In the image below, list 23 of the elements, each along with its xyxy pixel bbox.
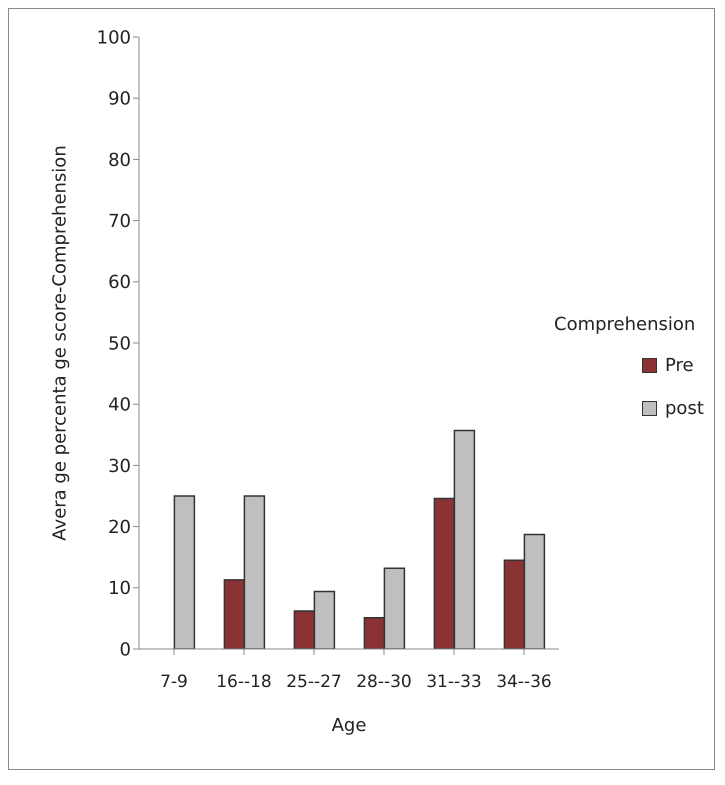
y-tick-label: 60 <box>108 272 131 294</box>
y-tick-label: 100 <box>96 27 131 48</box>
x-tick-label: 28--30 <box>356 672 412 692</box>
x-tick-label: 34--36 <box>496 672 552 692</box>
y-tick-label: 20 <box>108 516 131 538</box>
legend-label: Pre <box>665 355 694 376</box>
y-tick-label: 10 <box>108 578 131 600</box>
y-tick-label: 0 <box>120 639 131 660</box>
x-axis-title: Age <box>332 715 366 736</box>
x-tick-label: 7-9 <box>160 672 188 692</box>
x-tick-label: 31--33 <box>426 672 482 692</box>
legend-title: Comprehension <box>554 314 696 335</box>
y-tick-label: 90 <box>108 88 131 110</box>
x-tick-label: 25--27 <box>286 672 342 692</box>
y-tick-label: 50 <box>108 333 131 354</box>
legend-label: post <box>665 398 704 419</box>
x-tick-label: 16--18 <box>216 672 272 692</box>
bar <box>174 495 196 649</box>
y-tick-label: 70 <box>108 210 131 232</box>
y-tick-label: 40 <box>108 394 131 416</box>
y-tick-label: 80 <box>108 150 131 171</box>
y-tick-label: 30 <box>108 456 131 477</box>
y-axis-title: Avera ge percenta ge score-Comprehension <box>49 145 70 541</box>
